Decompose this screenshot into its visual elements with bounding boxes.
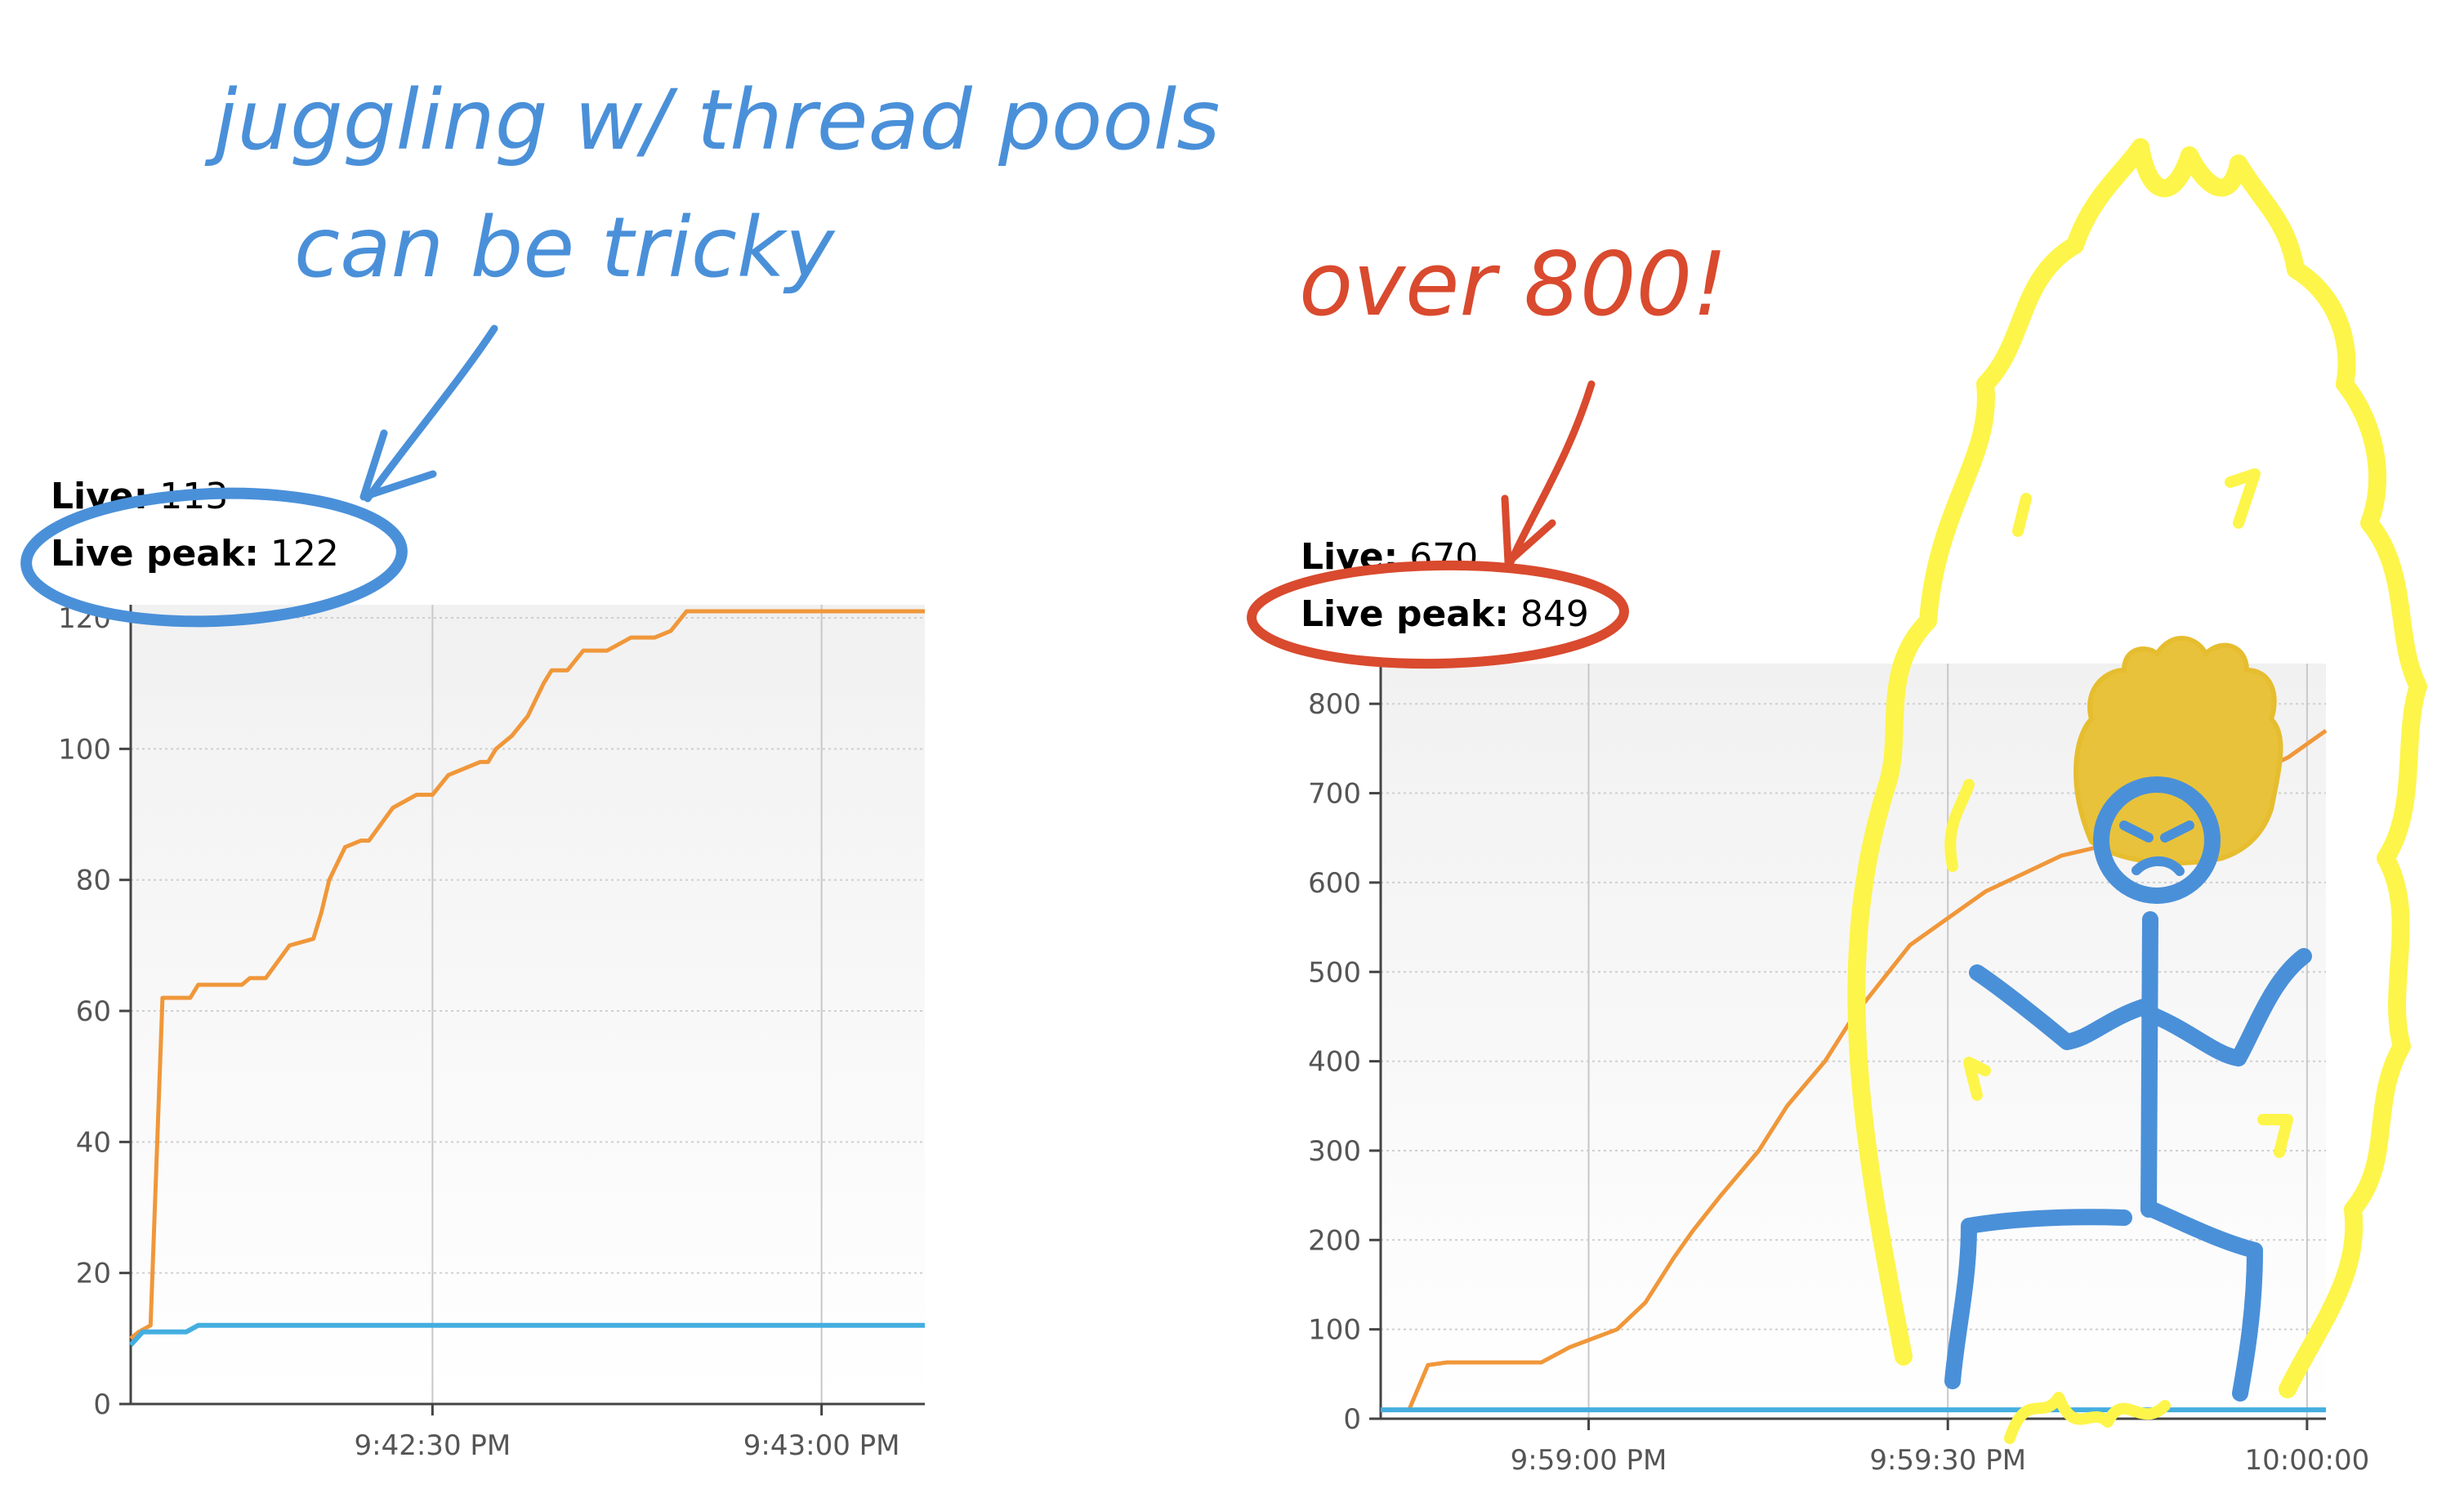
right-annotation: over 800! [1247, 234, 1728, 669]
figure-left-leg [1944, 1209, 2132, 1389]
left-live-peak-stat: Live peak: 122 [51, 533, 339, 575]
right-arrow [1501, 380, 1596, 568]
right-peak-circle [1247, 560, 1629, 669]
right-y-tick-label: 100 [1308, 1314, 1361, 1347]
figure-angry-face [2119, 821, 2194, 876]
right-y-tick-labels: 0 100 200 300 400 500 600 700 800 [1308, 688, 1381, 1436]
right-y-tick-label: 0 [1343, 1403, 1361, 1436]
figure-head [2093, 776, 2221, 904]
right-x-tick-label: 10:00:00 [2245, 1444, 2370, 1477]
left-note-line1: juggling w/ thread pools [204, 72, 1220, 169]
left-y-tick-label: 0 [93, 1388, 111, 1421]
left-x-tick-label: 9:43:00 PM [743, 1429, 900, 1462]
right-x-tick-labels: 9:59:00 PM 9:59:30 PM 10:00:00 [1511, 1419, 2370, 1477]
left-y-tick-label: 100 [58, 733, 111, 766]
figure-left-arm [1969, 964, 2157, 1050]
aura-flames [1847, 138, 2427, 1398]
right-x-tick-label: 9:59:30 PM [1869, 1444, 2026, 1477]
right-y-tick-label: 800 [1308, 688, 1361, 721]
right-y-tick-label: 400 [1308, 1046, 1361, 1079]
right-y-tick-label: 600 [1308, 867, 1361, 900]
figure-right-leg [2140, 1200, 2263, 1402]
stick-figure [1944, 776, 2312, 1402]
left-y-tick-label: 20 [76, 1258, 111, 1290]
right-live-peak-stat: Live peak: 849 [1301, 593, 1589, 635]
figure-right-arm [2140, 948, 2312, 1066]
right-y-tick-label: 300 [1308, 1135, 1361, 1168]
left-x-tick-label: 9:42:30 PM [355, 1429, 511, 1462]
left-series-lines [128, 609, 925, 1347]
left-peak-circle [20, 487, 408, 628]
left-series-line-1 [128, 1322, 925, 1347]
left-note-line2: can be tricky [294, 199, 836, 297]
figure-body [2140, 911, 2158, 1218]
right-note: over 800! [1299, 234, 1728, 336]
spiky-hair [2073, 636, 2283, 865]
right-y-tick-label: 700 [1308, 778, 1361, 811]
left-y-tick-label: 40 [76, 1126, 111, 1159]
left-annotation: juggling w/ thread pools can be tricky [20, 72, 1220, 628]
aura-inner-sparks [1944, 468, 2293, 1444]
left-y-tick-label: 80 [76, 865, 111, 897]
left-plot-area [131, 605, 925, 1404]
super-saiyan-doodle [1847, 138, 2427, 1444]
right-y-tick-label: 500 [1308, 956, 1361, 989]
right-y-tick-label: 200 [1308, 1224, 1361, 1257]
left-y-tick-label: 60 [76, 995, 111, 1028]
left-x-tick-labels: 9:42:30 PM 9:43:00 PM [355, 1404, 900, 1462]
right-gridlines [1381, 664, 2326, 1419]
right-x-tick-label: 9:59:00 PM [1511, 1444, 1667, 1477]
left-arrow [359, 324, 498, 503]
left-series-line-0 [129, 609, 925, 1340]
